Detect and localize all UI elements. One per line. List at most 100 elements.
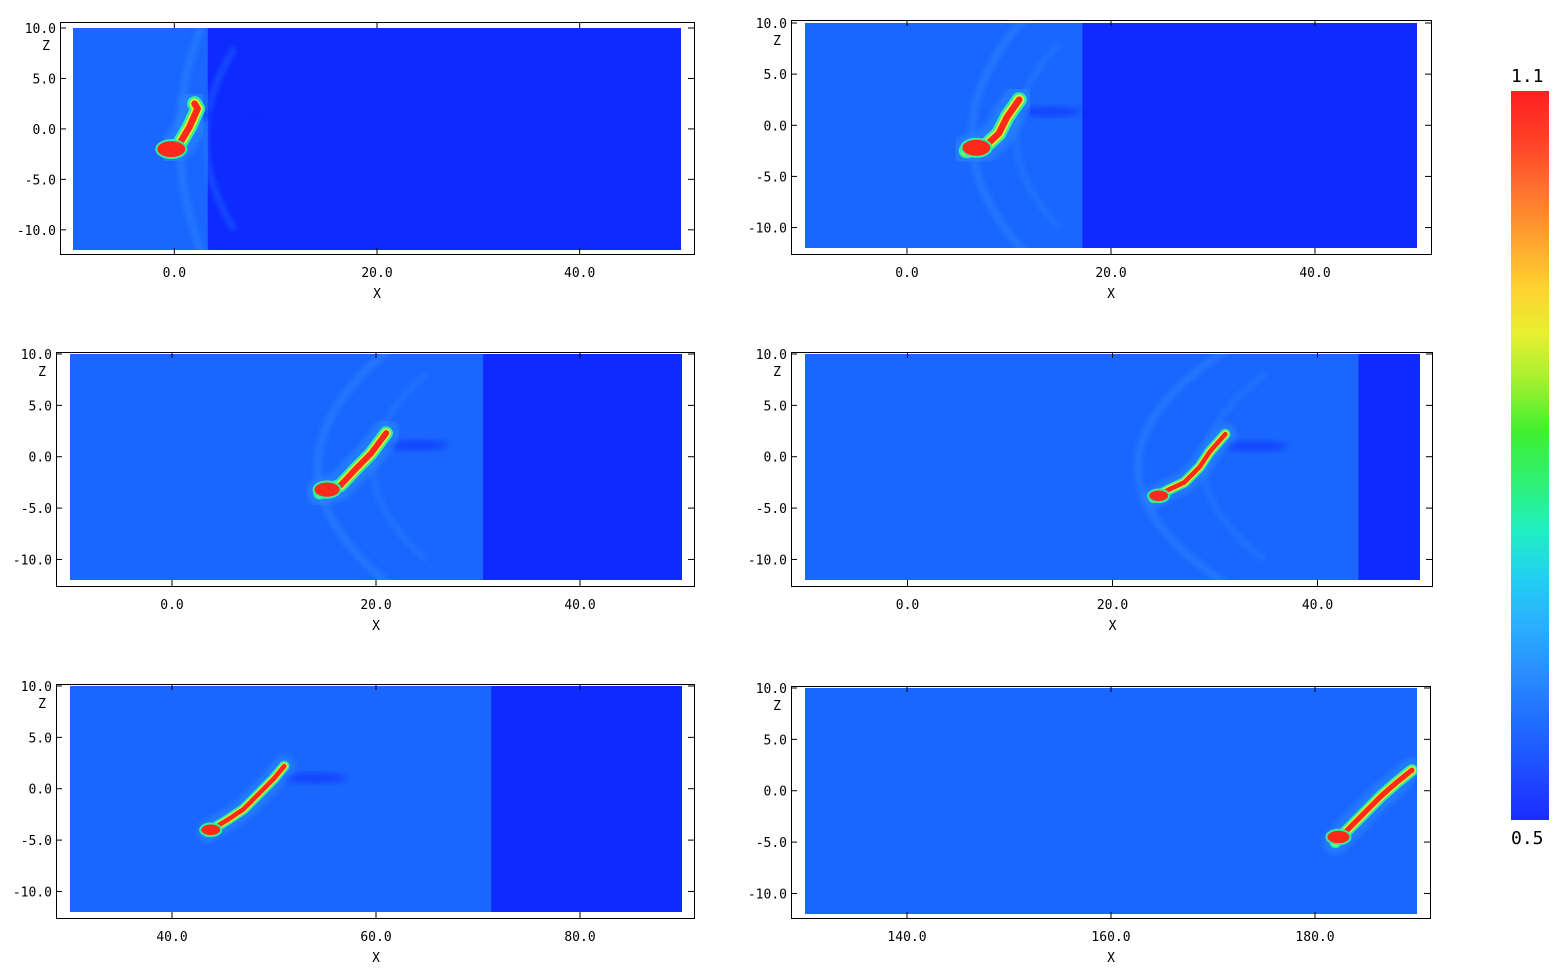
panel-5: 40.0 60.0 80.0 X 10.0 5.0 0.0 -5.0 -10.0 Z bbox=[13, 680, 695, 966]
y-tick-label: -5.0 bbox=[25, 173, 56, 188]
y-tick-label: -10.0 bbox=[748, 887, 787, 902]
y-tick-label: 10.0 bbox=[756, 348, 787, 363]
panel-1: 0.0 20.0 40.0 X 10.0 5.0 0.0 -5.0 -10.0 Z bbox=[17, 22, 695, 302]
colorbar: 1.1 0.5 bbox=[1511, 66, 1549, 849]
x-tick-label: 0.0 bbox=[896, 598, 919, 613]
cloud-core bbox=[205, 763, 287, 835]
y-axis-label: Z bbox=[773, 699, 781, 714]
x-tick-label: 40.0 bbox=[156, 930, 187, 945]
x-tick-label: 80.0 bbox=[564, 930, 595, 945]
y-axis-label: Z bbox=[773, 365, 781, 380]
x-tick-label: 0.0 bbox=[895, 266, 918, 281]
y-tick-label: 0.0 bbox=[29, 451, 52, 466]
x-tick-label: 20.0 bbox=[1097, 598, 1128, 613]
y-tick-label: -5.0 bbox=[756, 836, 787, 851]
x-tick-label: 20.0 bbox=[360, 598, 391, 613]
y-tick-label: -5.0 bbox=[21, 502, 52, 517]
undisturbed-region bbox=[483, 354, 682, 580]
x-tick-label: 40.0 bbox=[1302, 598, 1333, 613]
x-axis-label: X bbox=[373, 287, 381, 302]
cloud-core bbox=[1332, 767, 1415, 845]
y-axis-label: Z bbox=[38, 365, 46, 380]
colorbar-bar bbox=[1511, 91, 1549, 820]
x-tick-label: 140.0 bbox=[887, 930, 926, 945]
bow-shock-arc bbox=[1134, 354, 1227, 580]
x-axis-label: X bbox=[1107, 287, 1115, 302]
plot-area bbox=[70, 686, 682, 912]
wake-streak bbox=[282, 773, 347, 784]
x-tick-label: 180.0 bbox=[1295, 930, 1334, 945]
wake-streak bbox=[1223, 441, 1288, 452]
panel-4: 0.0 20.0 40.0 X 10.0 5.0 0.0 -5.0 -10.0 Z bbox=[748, 348, 1433, 634]
y-tick-label: 0.0 bbox=[33, 123, 56, 138]
ambient-region bbox=[805, 354, 1420, 580]
y-tick-label: 10.0 bbox=[756, 17, 787, 32]
y-tick-label: 5.0 bbox=[33, 72, 56, 87]
x-tick-label: 20.0 bbox=[1095, 266, 1126, 281]
colorbar-min-label: 0.5 bbox=[1511, 828, 1544, 849]
y-tick-label: -10.0 bbox=[17, 224, 56, 239]
panels-group: 0.0 20.0 40.0 X 10.0 5.0 0.0 -5.0 -10.0 Z 0.0 20.0 4… bbox=[13, 17, 1433, 966]
y-tick-label: 5.0 bbox=[764, 399, 787, 414]
y-tick-label: 5.0 bbox=[764, 68, 787, 83]
y-tick-label: 10.0 bbox=[21, 348, 52, 363]
y-tick-label: -5.0 bbox=[756, 502, 787, 517]
wake-streak bbox=[1409, 779, 1417, 786]
y-tick-label: 0.0 bbox=[764, 119, 787, 134]
x-axis-label: X bbox=[372, 619, 380, 634]
y-axis-label: Z bbox=[773, 34, 781, 49]
y-tick-label: -5.0 bbox=[21, 834, 52, 849]
undisturbed-region bbox=[1358, 354, 1420, 580]
cloud-clump bbox=[155, 139, 188, 160]
y-tick-label: 0.0 bbox=[29, 783, 52, 798]
y-tick-label: -5.0 bbox=[756, 170, 787, 185]
y-tick-label: 10.0 bbox=[25, 22, 56, 37]
x-tick-label: 0.0 bbox=[160, 598, 183, 613]
y-tick-label: 0.0 bbox=[764, 451, 787, 466]
y-axis-label: Z bbox=[42, 39, 50, 54]
x-tick-label: 160.0 bbox=[1091, 930, 1130, 945]
y-tick-label: -10.0 bbox=[13, 885, 52, 900]
cloud-clump bbox=[199, 822, 223, 838]
x-tick-label: 40.0 bbox=[564, 266, 595, 281]
inner-shock-arc bbox=[1013, 41, 1062, 230]
x-axis-label: X bbox=[1109, 619, 1117, 634]
inner-shock-arc bbox=[203, 46, 237, 232]
x-tick-label: 40.0 bbox=[1299, 266, 1330, 281]
cloud-clump bbox=[960, 137, 993, 158]
panel-2: 0.0 20.0 40.0 X 10.0 5.0 0.0 -5.0 -10.0 Z bbox=[748, 17, 1432, 302]
plot-area bbox=[805, 354, 1420, 580]
wake-streak bbox=[384, 440, 449, 451]
y-tick-label: 0.0 bbox=[764, 785, 787, 800]
y-tick-label: -10.0 bbox=[748, 222, 787, 237]
y-tick-label: 5.0 bbox=[764, 733, 787, 748]
cloud-clump bbox=[1147, 488, 1171, 504]
undisturbed-region bbox=[207, 28, 681, 250]
colorbar-max-label: 1.1 bbox=[1511, 66, 1544, 87]
plot-area bbox=[805, 23, 1417, 248]
bow-shock-arc bbox=[314, 354, 390, 580]
y-tick-label: 5.0 bbox=[29, 399, 52, 414]
x-axis-label: X bbox=[1107, 951, 1115, 966]
undisturbed-region bbox=[1082, 23, 1417, 248]
x-tick-label: 40.0 bbox=[564, 598, 595, 613]
cloud-clump bbox=[312, 480, 342, 499]
plot-area bbox=[73, 28, 681, 250]
panel-3: 0.0 20.0 40.0 X 10.0 5.0 0.0 -5.0 -10.0 Z bbox=[13, 348, 695, 634]
y-tick-label: 5.0 bbox=[29, 731, 52, 746]
x-axis-label: X bbox=[372, 951, 380, 966]
ambient-region bbox=[805, 688, 1417, 914]
x-tick-label: 20.0 bbox=[361, 266, 392, 281]
y-tick-label: -10.0 bbox=[13, 553, 52, 568]
undisturbed-region bbox=[491, 686, 682, 912]
y-tick-label: -10.0 bbox=[748, 553, 787, 568]
cloud-clump bbox=[1325, 828, 1352, 846]
y-tick-label: 10.0 bbox=[756, 682, 787, 697]
panel-6: 140.0 160.0 180.0 X 10.0 5.0 0.0 -5.0 -10.0 Z bbox=[748, 682, 1431, 966]
plot-area bbox=[805, 688, 1417, 914]
plot-area bbox=[70, 354, 682, 580]
wake-streak bbox=[1017, 106, 1082, 117]
y-axis-label: Z bbox=[38, 697, 46, 712]
x-tick-label: 60.0 bbox=[360, 930, 391, 945]
